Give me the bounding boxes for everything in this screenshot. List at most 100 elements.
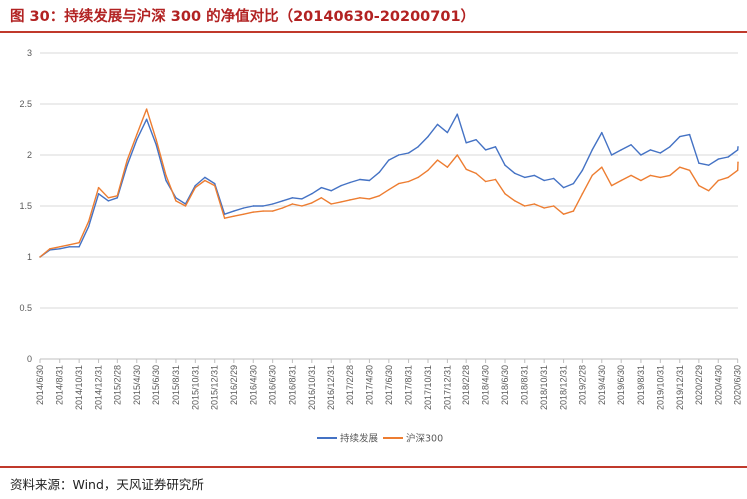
data-point	[214, 184, 216, 187]
data-point	[708, 164, 710, 166]
x-tick-label: 2020/4/30	[713, 365, 723, 405]
data-point	[484, 149, 487, 151]
legend-label: 沪深300	[406, 433, 443, 445]
data-point	[359, 178, 361, 181]
page-title: 图 30：持续发展与沪深 300 的净值对比（20140630-20200701…	[10, 9, 476, 25]
y-tick-label: 0	[27, 354, 32, 364]
data-point	[620, 149, 622, 151]
data-point	[533, 203, 535, 205]
data-point	[165, 174, 167, 177]
data-point	[39, 256, 41, 258]
data-point	[494, 178, 497, 181]
data-point	[736, 149, 739, 151]
data-point	[311, 202, 313, 204]
data-point	[184, 205, 187, 207]
data-point	[116, 195, 119, 197]
data-point	[223, 217, 226, 219]
x-tick-label: 2015/2/28	[112, 365, 122, 405]
data-point	[514, 172, 516, 175]
x-tick-label: 2020/6/30	[733, 365, 743, 405]
data-point	[620, 179, 622, 182]
x-tick-label: 2017/12/31	[442, 365, 452, 410]
x-tick-label: 2018/2/28	[461, 365, 471, 405]
x-tick-label: 2014/12/31	[94, 365, 104, 410]
data-point	[591, 174, 593, 177]
data-point	[214, 182, 216, 185]
data-point	[243, 213, 245, 215]
data-point	[340, 184, 342, 187]
y-tick-label: 2	[27, 150, 32, 160]
data-point	[514, 200, 516, 202]
data-point	[543, 179, 545, 182]
data-point	[679, 166, 681, 168]
x-tick-label: 2019/4/30	[597, 365, 607, 405]
data-point	[484, 180, 487, 183]
data-point	[262, 205, 264, 207]
data-point	[679, 135, 681, 138]
series-line	[39, 113, 739, 258]
data-point	[456, 113, 458, 115]
data-point	[533, 174, 535, 177]
data-point	[320, 186, 323, 189]
data-point	[145, 108, 148, 110]
x-tick-label: 2018/10/31	[539, 365, 549, 410]
data-point	[640, 179, 642, 182]
data-point	[281, 200, 284, 202]
data-point	[165, 179, 167, 182]
data-point	[155, 144, 157, 146]
data-point	[359, 197, 361, 199]
data-point	[155, 139, 157, 141]
data-point	[591, 149, 593, 151]
data-point	[194, 186, 197, 189]
data-point	[388, 188, 390, 191]
data-point	[610, 154, 613, 156]
data-point	[688, 133, 691, 136]
data-point	[417, 176, 419, 179]
data-point	[349, 181, 351, 184]
data-point	[87, 225, 90, 228]
x-tick-label: 2016/12/31	[326, 365, 336, 410]
data-point	[301, 198, 303, 200]
data-point	[301, 205, 303, 207]
data-point	[717, 158, 719, 160]
data-point	[553, 205, 555, 207]
data-point	[698, 162, 700, 164]
y-tick-label: 1.5	[19, 201, 32, 211]
x-tick-label: 2016/8/31	[287, 365, 297, 405]
data-point	[97, 186, 100, 189]
data-point	[737, 161, 739, 163]
x-tick-label: 2017/6/30	[384, 365, 394, 405]
data-point	[688, 169, 691, 171]
data-point	[669, 174, 671, 177]
data-point	[233, 210, 235, 212]
data-point	[233, 215, 235, 217]
footer-divider	[0, 466, 747, 468]
data-point	[708, 190, 710, 192]
data-point	[601, 131, 603, 134]
x-tick-label: 2019/6/30	[616, 365, 626, 405]
x-tick-label: 2016/2/29	[229, 365, 239, 405]
x-axis-ticks: 2014/6/30 2014/8/31 2014/10/31 2014/12/31 20…	[35, 359, 743, 410]
data-point	[610, 184, 613, 187]
data-point	[340, 201, 342, 203]
x-tick-label: 2018/12/31	[559, 365, 569, 410]
data-point	[194, 184, 197, 187]
x-tick-label: 2018/8/31	[520, 365, 530, 405]
data-point	[446, 166, 449, 168]
x-tick-label: 2018/6/30	[500, 365, 510, 405]
data-point	[378, 171, 380, 174]
data-point	[116, 197, 119, 199]
chart-legend: 持续发展 沪深300	[317, 433, 443, 445]
data-point	[271, 203, 274, 205]
data-point	[126, 159, 128, 161]
data-point	[630, 144, 632, 146]
data-point	[504, 164, 506, 166]
data-point	[446, 131, 449, 134]
data-point	[311, 193, 313, 195]
series-line	[39, 108, 739, 258]
x-tick-label: 2017/10/31	[423, 365, 433, 410]
x-tick-label: 2015/6/30	[151, 365, 161, 405]
line-chart: 0 0.5 1 1.5 2 2.5 3 2014/6/30 2014/8/31 2014/10/…	[19, 48, 743, 445]
data-point	[136, 139, 138, 141]
x-tick-label: 2015/10/31	[190, 365, 200, 410]
